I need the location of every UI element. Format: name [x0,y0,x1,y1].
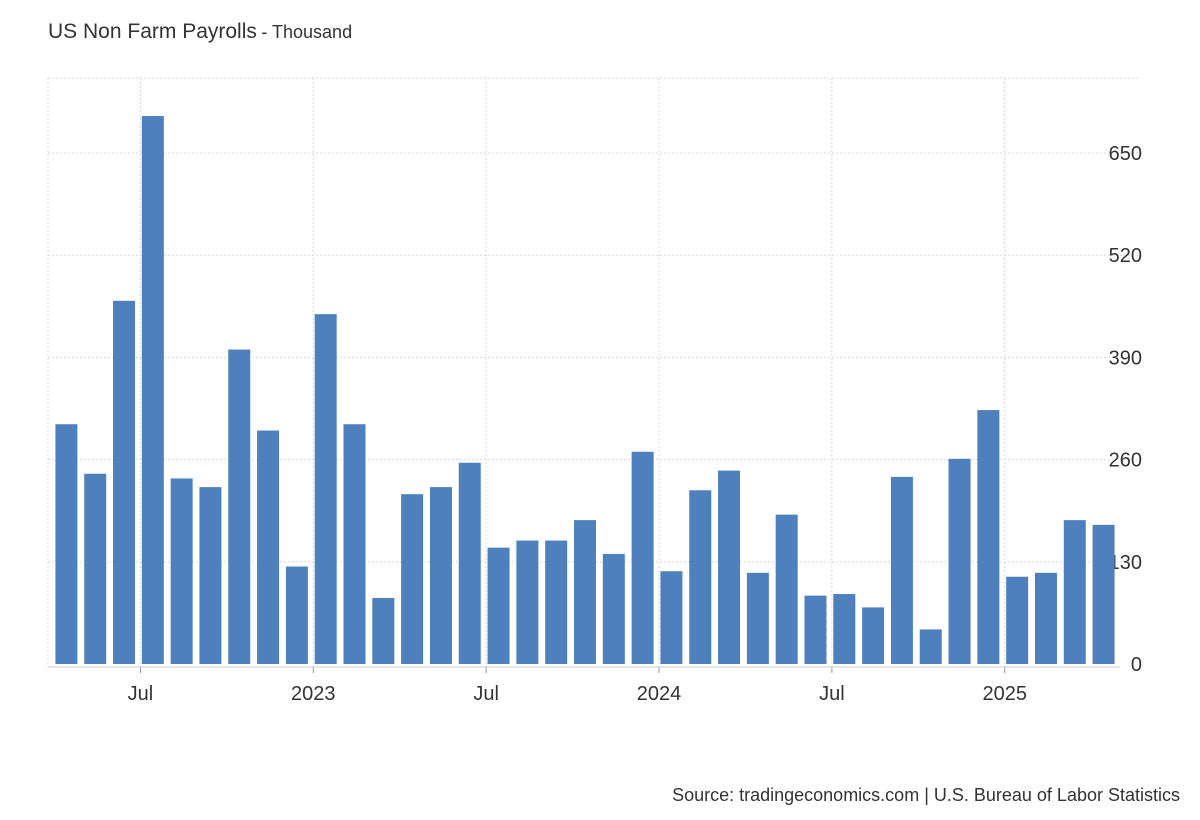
bar-2022-04 [55,424,78,664]
bar-2025-04 [1092,524,1115,664]
bar-2023-11 [602,553,625,664]
bar-2025-02 [1034,572,1057,664]
bar-2023-04 [401,494,424,664]
bar-2023-07 [487,547,510,664]
bar-2023-10 [574,520,596,664]
bar-2024-06 [804,595,827,664]
source-credit: Source: tradingeconomics.com | U.S. Bure… [672,785,1180,805]
chart-title-unit: - Thousand [261,22,353,42]
x-tick-label: Jul [128,683,154,705]
y-tick-label: 520 [1109,245,1142,267]
bar-2022-11 [257,430,280,664]
chart-title: US Non Farm Payrolls - Thousand [48,20,352,44]
bar-2022-10 [228,349,251,664]
x-tick-label: 2023 [291,683,336,705]
bar-2024-04 [746,572,769,664]
bar-2024-01 [660,571,683,664]
x-tick-label: 2025 [983,683,1028,705]
bar-2024-03 [718,470,741,664]
bar-2025-03 [1063,520,1086,664]
bar-2023-09 [545,540,568,664]
y-tick-label: 130 [1109,552,1142,574]
bar-2024-02 [689,490,712,664]
bar-2023-03 [372,597,395,664]
bar-2023-01 [314,314,337,664]
payrolls-bar-chart: 0 130 260 390 520 650 Jul 2023 Jul 2024 Jul 2025 [47,77,1142,705]
bar-2024-10 [919,629,942,664]
bar-2022-09 [199,487,222,664]
bar-2024-05 [775,514,798,664]
bar-2023-06 [458,462,481,664]
y-tick-label: 260 [1109,450,1142,472]
bar-2024-09 [890,476,913,664]
bar-2024-11 [948,458,971,664]
x-tick-label: Jul [473,683,499,705]
y-tick-label: 390 [1109,347,1142,369]
bar-2024-08 [862,607,885,664]
bar-2024-12 [977,410,1000,664]
bar-2023-05 [429,487,452,664]
bar-2023-08 [516,540,539,664]
bar-2024-07 [833,594,856,664]
x-tick-label: 2024 [637,683,682,705]
bar-2022-06 [113,300,136,664]
bar-2022-08 [170,478,193,664]
y-tick-label: 0 [1131,654,1142,676]
bar-2022-07 [141,116,164,664]
bar-2025-01 [1006,576,1029,664]
bar-2022-12 [285,566,308,664]
chart-title-main: US Non Farm Payrolls [48,20,257,43]
bar-2023-12 [631,451,654,664]
y-tick-label: 650 [1109,143,1142,165]
bar-2023-02 [343,424,366,664]
x-tick-label: Jul [819,683,845,705]
bar-2022-05 [84,473,107,664]
